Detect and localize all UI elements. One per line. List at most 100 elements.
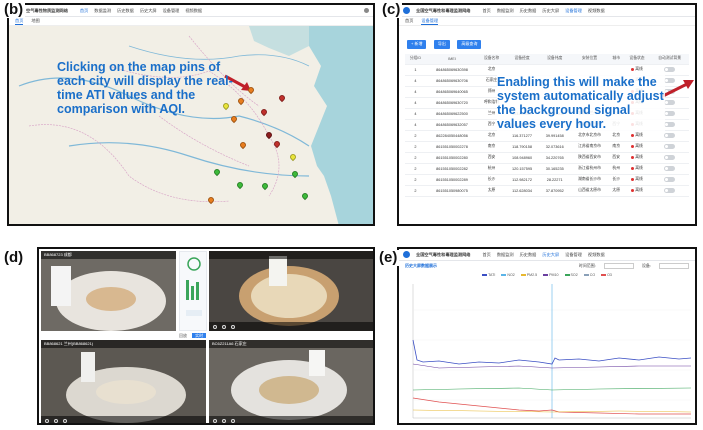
status-text: 离线	[635, 67, 643, 71]
nav-monitor[interactable]: 数据监测	[496, 251, 514, 257]
fullscreen-icon[interactable]	[231, 324, 235, 329]
play-icon[interactable]	[213, 324, 217, 329]
auto-background-toggle[interactable]	[664, 144, 676, 149]
status-cell: 离线	[623, 64, 651, 76]
legend-item[interactable]: PM10	[543, 273, 559, 277]
legend-item[interactable]: TATI	[482, 273, 495, 277]
nav-video[interactable]: 视频数据	[587, 7, 605, 13]
nav-device[interactable]: 设备管理	[162, 7, 180, 13]
column-header: IMEI	[425, 54, 479, 65]
auto-background-toggle[interactable]	[664, 155, 676, 160]
table-cell: 石家庄	[478, 75, 505, 87]
app-title: 空气毒性物质监测网络	[26, 7, 68, 13]
playback-button[interactable]: 回放	[179, 333, 187, 338]
legend-item[interactable]: SO2	[564, 273, 578, 277]
fullscreen-icon[interactable]	[231, 418, 235, 423]
nav-monitor[interactable]: 数据监测	[496, 7, 514, 13]
nav-history[interactable]: 历史数据	[519, 7, 537, 13]
legend-item[interactable]: NO2	[501, 273, 515, 277]
status-text: 离线	[635, 177, 643, 181]
auto-background-toggle[interactable]	[664, 111, 676, 116]
fullscreen-icon[interactable]	[63, 418, 67, 423]
logo-icon	[403, 7, 410, 14]
auto-background-toggle[interactable]	[664, 177, 676, 182]
advanced-search-button[interactable]: 高级查询	[457, 39, 482, 49]
table-row[interactable]: 2 861551050002289 长沙 112.982172 28.22271 湖南省长…	[405, 174, 689, 186]
nav-history[interactable]: 历史数据	[117, 7, 134, 13]
device-select[interactable]	[659, 263, 689, 269]
table-row[interactable]: 2 861551050002280 西安 108.948960 34.220765 陕西省…	[405, 152, 689, 164]
export-button[interactable]: 导出	[433, 39, 450, 49]
camera-image	[239, 256, 339, 326]
auto-background-toggle[interactable]	[664, 67, 676, 72]
snapshot-icon[interactable]	[222, 418, 226, 423]
table-cell: 太原	[478, 185, 505, 197]
auto-background-cell	[650, 119, 689, 131]
status-text: 离线	[635, 133, 643, 137]
table-cell: 太原	[608, 185, 624, 197]
nav-history-screen[interactable]: 历史大屏	[542, 251, 560, 257]
status-cell: 离线	[623, 152, 651, 164]
user-icon[interactable]	[364, 8, 369, 13]
table-cell: 2	[405, 152, 426, 164]
legend-swatch	[520, 274, 526, 277]
sensor-sidebar	[179, 251, 207, 331]
snapshot-icon[interactable]	[54, 418, 58, 423]
nav-home[interactable]: 首页	[79, 7, 89, 13]
tab-map[interactable]: 地图	[31, 18, 40, 23]
tab-home[interactable]: 首页	[405, 18, 414, 23]
table-cell	[608, 64, 624, 76]
nav-device[interactable]: 设备管理	[565, 7, 582, 13]
table-row[interactable]: 2 861551050980075 太原 112.628034 37.870952 山西省…	[405, 185, 689, 197]
nav-monitor[interactable]: 数据监测	[94, 7, 112, 13]
auto-background-toggle[interactable]	[664, 133, 676, 138]
table-row[interactable]: 2 861551050002278 南京 118.790158 32.073616 江苏省…	[405, 141, 689, 153]
status-dot-icon	[631, 177, 635, 181]
add-button[interactable]: + 新增	[407, 39, 427, 49]
auto-background-toggle[interactable]	[664, 122, 676, 127]
nav-history-screen[interactable]: 历史大屏	[139, 7, 157, 13]
camera-controls	[209, 322, 373, 331]
time-range-input[interactable]	[603, 263, 634, 269]
legend-swatch	[543, 274, 549, 277]
live-button[interactable]: 实时	[192, 333, 207, 338]
nav-history[interactable]: 历史数据	[519, 251, 537, 257]
tab-home[interactable]: 首页	[15, 17, 24, 25]
panel-d-video: BB868723 成都 回放 实时 BB868621 兰州(BB868621) …	[37, 247, 375, 425]
nav-history-screen[interactable]: 历史大屏	[542, 7, 560, 13]
nav-home[interactable]: 首页	[482, 251, 491, 257]
label-d: (d)	[2, 249, 26, 266]
table-cell: 西安	[608, 152, 624, 164]
nav-home[interactable]: 首页	[482, 7, 491, 13]
play-icon[interactable]	[213, 418, 217, 423]
auto-background-toggle[interactable]	[664, 188, 676, 193]
column-header: 自动测试背景	[650, 54, 689, 65]
status-dot-icon	[631, 155, 635, 159]
legend-item[interactable]: O3	[601, 273, 612, 277]
tab-device[interactable]: 设备管理	[421, 17, 439, 25]
auto-background-cell	[650, 141, 689, 153]
table-cell: 28.22271	[539, 174, 571, 186]
table-row[interactable]: 2 862284050448056 北京 116.371277 39.991458 北京市…	[405, 130, 689, 142]
history-line-chart	[412, 284, 692, 419]
table-cell: 西安	[478, 152, 505, 164]
table-row[interactable]: 1 864865069630398 北京 离线	[405, 64, 689, 76]
china-map[interactable]	[9, 26, 375, 226]
camera-feed-4[interactable]: BC6Z211A6 石家庄	[209, 340, 373, 423]
snapshot-icon[interactable]	[222, 324, 226, 329]
auto-background-toggle[interactable]	[664, 78, 676, 83]
table-row[interactable]: 2 861551050002282 杭州 120.157595 30.165235 浙江省…	[405, 163, 689, 175]
nav-video[interactable]: 视频数据	[185, 7, 203, 13]
nav-video[interactable]: 视频数据	[587, 251, 605, 257]
nav-device[interactable]: 设备管理	[565, 251, 582, 257]
legend-label: PM2.5	[526, 273, 538, 277]
auto-background-toggle[interactable]	[664, 166, 676, 171]
auto-background-toggle[interactable]	[664, 100, 676, 105]
camera-feed-1[interactable]: BB868723 成都	[41, 251, 176, 331]
camera-feed-2[interactable]	[209, 251, 373, 331]
play-icon[interactable]	[45, 418, 49, 423]
legend-item[interactable]: PM2.5	[520, 273, 538, 277]
legend-item[interactable]: CO	[583, 273, 595, 277]
series-line	[412, 387, 692, 391]
camera-feed-3[interactable]: BB868621 兰州(BB868621)	[41, 340, 206, 423]
